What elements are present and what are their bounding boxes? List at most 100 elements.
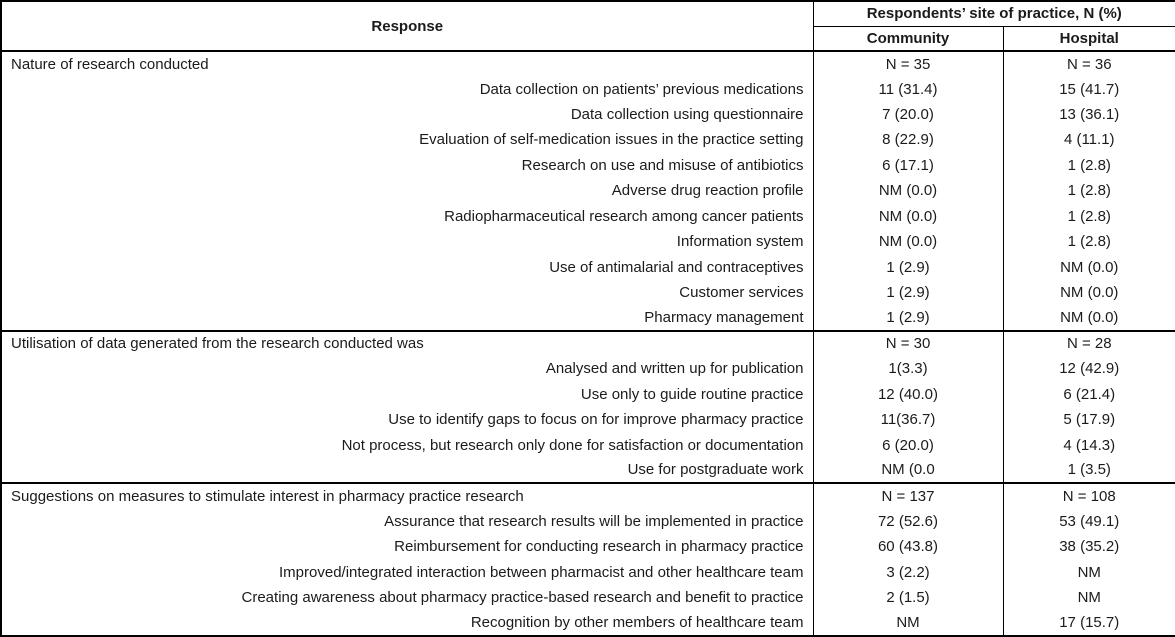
table-row: Assurance that research results will be … (1, 508, 1175, 535)
table-row: Information system NM (0.0) 1 (2.8) (1, 228, 1175, 255)
community-value: 1 (2.9) (812, 254, 1003, 280)
community-value: 3 (2.2) (812, 559, 1003, 585)
row-label: Use for postgraduate work (627, 461, 804, 479)
community-value: 1 (2.9) (812, 305, 1003, 331)
hospital-value: 53 (49.1) (1002, 508, 1175, 535)
section-title: Nature of research conducted (1, 49, 813, 77)
community-value: NM (0.0) (812, 203, 1003, 229)
community-value: 11 (31.4) (812, 76, 1003, 102)
hospital-value: NM (0.0) (1002, 279, 1175, 306)
hospital-value: 4 (14.3) (1002, 432, 1175, 458)
row-label: Radiopharmaceutical research among cance… (444, 207, 804, 225)
hospital-value: NM (1002, 584, 1175, 611)
row-label: Data collection using questionnaire (570, 106, 804, 124)
row-label: Not process, but research only done for … (341, 436, 804, 454)
table-row: Analysed and written up for publication 1… (1, 356, 1175, 382)
hospital-value: NM (1002, 559, 1175, 585)
community-value: 2 (1.5) (812, 584, 1003, 611)
section-title: Suggestions on measures to stimulate int… (1, 482, 813, 509)
table-row: Recognition by other members of healthca… (1, 610, 1175, 636)
hospital-value: 5 (17.9) (1002, 406, 1175, 433)
table-row: Reimbursement for conducting research in… (1, 534, 1175, 560)
hospital-value: NM (0.0) (1002, 305, 1175, 331)
table-row: Not process, but research only done for … (1, 432, 1175, 458)
community-value: 12 (40.0) (812, 381, 1003, 407)
hospital-value: 17 (15.7) (1002, 610, 1175, 636)
section-title: Utilisation of data generated from the r… (1, 329, 813, 357)
community-value: 6 (17.1) (812, 152, 1003, 179)
row-label: Customer services (679, 284, 804, 301)
hospital-n-value: N = 36 (1002, 49, 1175, 77)
row-label: Use to identify gaps to focus on for imp… (388, 411, 804, 429)
community-column-header: Community (812, 26, 1003, 51)
hospital-value: 1 (2.8) (1002, 178, 1175, 204)
hospital-value: 15 (41.7) (1002, 76, 1175, 102)
response-column-header: Response (371, 17, 444, 35)
header-row-group: Response Respondents’ site of practice, … (1, 1, 1175, 35)
community-value: 11(36.7) (812, 406, 1003, 433)
row-label: Pharmacy management (644, 308, 804, 326)
row-label: Evaluation of self-medication issues in … (419, 131, 804, 149)
row-label: Analysed and written up for publication (545, 360, 804, 378)
hospital-value: 4 (11.1) (1002, 127, 1175, 153)
community-value: 1(3.3) (812, 356, 1003, 382)
hospital-value: 12 (42.9) (1002, 356, 1175, 382)
row-label: Information system (676, 233, 804, 251)
hospital-value: 13 (36.1) (1002, 101, 1175, 128)
community-value: 8 (22.9) (812, 127, 1003, 153)
row-label: Reimbursement for conducting research in… (394, 538, 804, 556)
community-value: NM (0.0 (812, 457, 1003, 484)
section-header-row: Nature of research conducted N = 35 N = 36 (1, 49, 1175, 77)
hospital-column-header: Hospital (1002, 26, 1175, 51)
community-value: NM (0.0) (812, 228, 1003, 255)
site-of-practice-group-header: Respondents’ site of practice, N (%) (812, 1, 1175, 27)
hospital-value: 1 (2.8) (1002, 203, 1175, 229)
table-body: Nature of research conducted N = 35 N = 36… (1, 49, 1175, 636)
header-row-columns: Community Hospital (1, 26, 1175, 51)
table-row: Use of antimalarial and contraceptives 1 … (1, 254, 1175, 280)
table-header: Response Respondents’ site of practice, … (1, 1, 1175, 51)
hospital-value: 38 (35.2) (1002, 534, 1175, 560)
row-label: Improved/integrated interaction between … (279, 563, 804, 581)
row-label: Data collection on patients’ previous me… (479, 80, 804, 98)
table-row: Evaluation of self-medication issues in … (1, 127, 1175, 153)
community-n-value: N = 35 (812, 49, 1003, 77)
community-value: 6 (20.0) (812, 432, 1003, 458)
table-row: Use to identify gaps to focus on for imp… (1, 406, 1175, 433)
community-value: NM (0.0) (812, 178, 1003, 204)
community-value: 72 (52.6) (812, 508, 1003, 535)
table-row: Adverse drug reaction profile NM (0.0) 1 (… (1, 178, 1175, 204)
table-row: Use for postgraduate work NM (0.0 1 (3.5) (1, 457, 1175, 484)
hospital-value: 1 (2.8) (1002, 228, 1175, 255)
row-label: Use only to guide routine practice (580, 385, 804, 403)
table-row: Creating awareness about pharmacy practi… (1, 584, 1175, 611)
section-header-row: Utilisation of data generated from the r… (1, 329, 1175, 357)
row-label: Recognition by other members of healthca… (470, 614, 804, 632)
community-value: 60 (43.8) (812, 534, 1003, 560)
row-label: Creating awareness about pharmacy practi… (241, 589, 804, 607)
hospital-n-value: N = 28 (1002, 329, 1175, 357)
table-row: Data collection using questionnaire 7 (20… (1, 101, 1175, 128)
table-row: Customer services 1 (2.9) NM (0.0) (1, 279, 1175, 306)
row-label: Use of antimalarial and contraceptives (549, 258, 804, 276)
community-value: NM (812, 610, 1003, 636)
table-row: Research on use and misuse of antibiotic… (1, 152, 1175, 179)
table-row: Pharmacy management 1 (2.9) NM (0.0) (1, 305, 1175, 331)
row-label: Adverse drug reaction profile (611, 182, 804, 200)
table-row: Data collection on patients’ previous me… (1, 76, 1175, 102)
hospital-value: NM (0.0) (1002, 254, 1175, 280)
community-value: 1 (2.9) (812, 279, 1003, 306)
row-label: Research on use and misuse of antibiotic… (521, 156, 804, 174)
community-n-value: N = 137 (812, 482, 1003, 509)
table-row: Improved/integrated interaction between … (1, 559, 1175, 585)
community-n-value: N = 30 (812, 329, 1003, 357)
community-value: 7 (20.0) (812, 101, 1003, 128)
hospital-value: 6 (21.4) (1002, 381, 1175, 407)
row-label: Assurance that research results will be … (384, 512, 804, 530)
table-row: Use only to guide routine practice 12 (40… (1, 381, 1175, 407)
table-row: Radiopharmaceutical research among cance… (1, 203, 1175, 229)
section-header-row: Suggestions on measures to stimulate int… (1, 482, 1175, 509)
hospital-n-value: N = 108 (1002, 482, 1175, 509)
